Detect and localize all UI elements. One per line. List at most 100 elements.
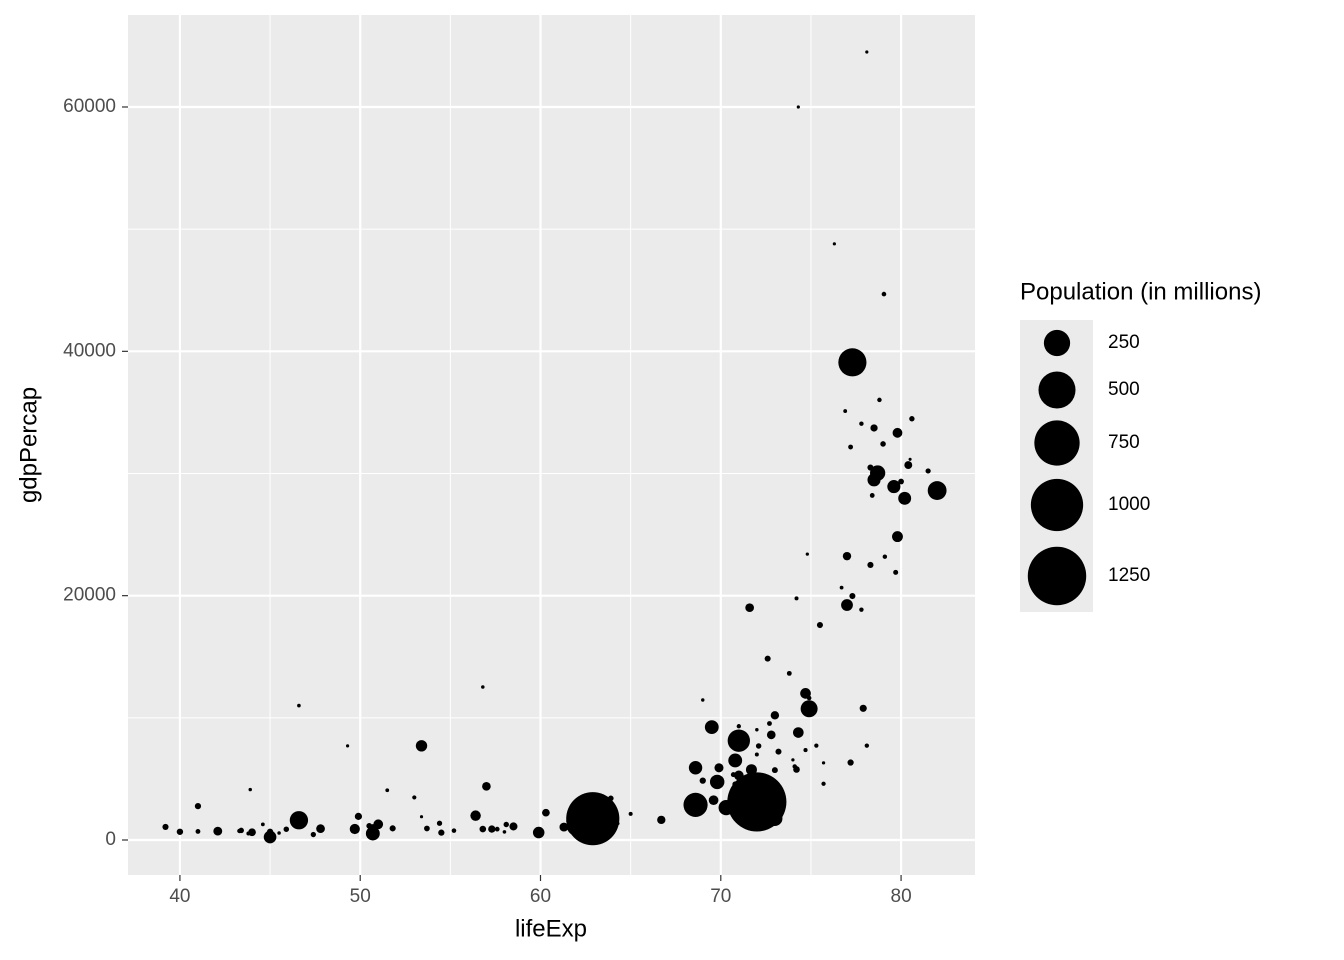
point	[260, 822, 265, 827]
legend-key	[1027, 546, 1087, 606]
point	[767, 721, 772, 726]
point	[775, 748, 782, 755]
point	[927, 481, 947, 500]
point	[373, 819, 384, 830]
legend-label: 500	[1108, 379, 1140, 400]
point	[764, 655, 771, 662]
point	[683, 792, 708, 817]
point	[732, 807, 738, 813]
point	[925, 468, 931, 474]
point	[791, 758, 795, 762]
point	[771, 767, 778, 774]
point	[502, 830, 507, 834]
point	[481, 685, 485, 689]
point	[162, 823, 169, 830]
point	[731, 799, 740, 808]
point	[297, 703, 301, 708]
point	[688, 761, 703, 775]
y-tick-label: 40000	[63, 340, 116, 361]
point	[176, 828, 184, 835]
point	[709, 774, 725, 790]
point	[800, 700, 818, 718]
point	[867, 473, 881, 487]
point	[898, 478, 904, 485]
point	[847, 759, 854, 766]
x-axis-title: lifeExp	[515, 915, 587, 942]
point	[704, 720, 719, 734]
point	[803, 748, 808, 753]
legend-label: 1250	[1108, 565, 1150, 586]
point	[754, 752, 759, 757]
legend-label: 1000	[1108, 494, 1150, 515]
point	[870, 424, 878, 432]
x-tick-label: 40	[169, 886, 190, 907]
point	[628, 811, 633, 816]
point	[859, 421, 864, 426]
point	[354, 812, 363, 820]
point	[741, 790, 747, 796]
point	[730, 772, 736, 778]
point	[595, 804, 616, 825]
y-axis-title: gdpPercap	[15, 387, 42, 503]
point	[838, 348, 867, 377]
legend-label: 250	[1108, 332, 1140, 353]
point	[755, 728, 759, 732]
point	[494, 826, 500, 832]
point	[248, 828, 256, 837]
x-tick-label: 50	[350, 886, 371, 907]
point	[566, 818, 573, 825]
point	[859, 704, 867, 712]
point	[277, 831, 281, 835]
point	[263, 830, 277, 844]
point	[859, 607, 864, 612]
point	[436, 820, 443, 826]
point	[736, 724, 741, 729]
grid	[128, 15, 975, 875]
legend-key	[1038, 371, 1076, 409]
point	[745, 603, 754, 613]
point	[451, 828, 457, 833]
point	[892, 427, 903, 438]
panel	[128, 15, 975, 875]
point	[841, 599, 853, 611]
point	[864, 743, 870, 748]
point	[708, 795, 719, 806]
point	[786, 670, 792, 676]
x-tick-label: 70	[710, 886, 731, 907]
point	[714, 763, 724, 773]
point	[869, 493, 875, 498]
point	[616, 821, 620, 825]
point	[415, 740, 428, 752]
point	[843, 409, 848, 413]
legend-key	[1034, 420, 1080, 466]
point	[213, 826, 223, 836]
point	[266, 828, 274, 836]
point	[849, 592, 856, 600]
point	[578, 818, 583, 823]
point	[796, 105, 800, 109]
point	[772, 786, 781, 794]
point	[385, 788, 390, 793]
point	[542, 808, 550, 817]
point	[718, 799, 734, 816]
point	[898, 491, 912, 505]
point	[832, 242, 836, 246]
point	[821, 781, 826, 786]
legend-label: 750	[1108, 432, 1140, 453]
point	[881, 291, 887, 297]
point	[821, 761, 826, 765]
point	[882, 554, 888, 559]
point	[908, 457, 912, 461]
point	[793, 766, 800, 773]
point	[503, 821, 509, 828]
point	[766, 730, 776, 740]
point	[865, 50, 869, 54]
point	[792, 727, 804, 738]
points	[162, 50, 947, 846]
point	[805, 552, 809, 556]
point	[755, 743, 762, 749]
point	[345, 744, 350, 748]
point	[816, 621, 823, 629]
point	[412, 795, 417, 800]
